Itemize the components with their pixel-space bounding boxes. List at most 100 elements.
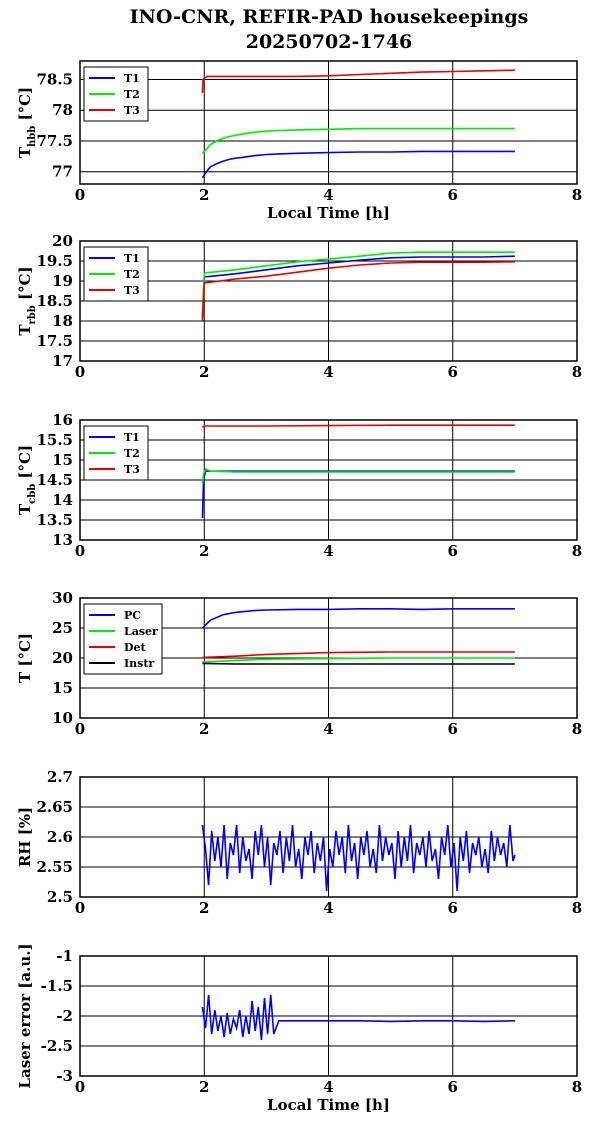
y-tick-label: 77 bbox=[52, 163, 73, 181]
x-tick-label: 8 bbox=[572, 186, 582, 204]
y-tick-label: -3 bbox=[56, 1067, 73, 1085]
plot-frame bbox=[79, 955, 578, 1077]
y-axis-label: RH [%] bbox=[16, 807, 34, 867]
chart-panel-6: 0 2 4 6 8 -3 -2.5 -2 -1.5 -1 Local Time [h] Laser e… bbox=[16, 943, 582, 1114]
legend: PC Laser Det Instr bbox=[83, 603, 163, 675]
legend: T1 T2 T3 bbox=[83, 246, 149, 302]
x-tick-label: 8 bbox=[572, 720, 582, 738]
plot-frame bbox=[79, 776, 578, 898]
y-tick-label: 19 bbox=[52, 272, 73, 290]
series-line-instr bbox=[202, 662, 515, 665]
x-tick-label: 2 bbox=[199, 1078, 209, 1096]
y-tick-label: 77.5 bbox=[36, 132, 73, 150]
x-tick-label: 8 bbox=[572, 363, 582, 381]
y-tick-label: 2.5 bbox=[47, 888, 73, 906]
legend-label: T1 bbox=[124, 431, 140, 444]
series-line-t3 bbox=[201, 69, 515, 94]
legend: T1 T2 T3 bbox=[83, 66, 149, 122]
x-tick-label: 2 bbox=[199, 899, 209, 917]
y-tick-label: 14.5 bbox=[36, 471, 73, 489]
y-tick-label: 15 bbox=[52, 679, 73, 697]
y-axis-label: T [°C] bbox=[16, 633, 34, 683]
y-tick-label: 2.65 bbox=[36, 798, 73, 816]
x-tick-label: 4 bbox=[323, 899, 333, 917]
y-tick-label: 17 bbox=[52, 352, 73, 370]
series-line-t3 bbox=[201, 424, 515, 428]
x-tick-label: 2 bbox=[199, 186, 209, 204]
x-tick-label: 0 bbox=[75, 542, 85, 560]
x-tick-label: 8 bbox=[572, 899, 582, 917]
x-tick-label: 6 bbox=[448, 542, 458, 560]
legend-label: Det bbox=[124, 641, 147, 654]
legend-label: PC bbox=[124, 609, 141, 622]
y-tick-label: 17.5 bbox=[36, 332, 73, 350]
y-tick-label: -1 bbox=[56, 947, 73, 965]
y-axis-label: Laser error [a.u.] bbox=[16, 943, 34, 1088]
y-tick-label: 30 bbox=[52, 589, 73, 607]
y-tick-label: 19.5 bbox=[36, 252, 73, 270]
y-tick-label: -2 bbox=[56, 1007, 73, 1025]
legend-label: T3 bbox=[124, 463, 140, 476]
series-line-pc bbox=[201, 607, 515, 629]
series-line-t2 bbox=[201, 467, 515, 485]
y-tick-label: 25 bbox=[52, 619, 73, 637]
y-tick-label: 20 bbox=[52, 232, 73, 250]
y-axis-label: Trbb [°C] bbox=[16, 266, 38, 335]
series-line-t3 bbox=[201, 261, 515, 322]
y-tick-label: 15.5 bbox=[36, 431, 73, 449]
legend-label: T1 bbox=[124, 252, 140, 265]
y-tick-label: 13 bbox=[52, 531, 73, 549]
plot-frame bbox=[79, 60, 578, 185]
series-line-laser bbox=[202, 657, 515, 663]
series-line-data bbox=[201, 824, 516, 892]
chart-panel-2: 0 2 4 6 8 17 17.5 18 18.5 19 19.5 20 Trbb [°C] T1 T2 T3 bbox=[16, 232, 582, 381]
y-tick-label: 15 bbox=[52, 451, 73, 469]
legend-label: T3 bbox=[124, 284, 140, 297]
legend-label: T1 bbox=[124, 72, 140, 85]
x-tick-label: 4 bbox=[323, 542, 333, 560]
y-tick-label: 18.5 bbox=[36, 292, 73, 310]
x-tick-label: 0 bbox=[75, 186, 85, 204]
chart-panel-3: 0 2 4 6 8 13 13.5 14 14.5 15 15.5 16 Tcbb [°C] T1 T2 T3 bbox=[16, 411, 582, 560]
chart-panel-4: 0 2 4 6 8 10 15 20 25 30 T [°C] PC Laser Det Instr bbox=[16, 589, 582, 738]
plot-frame bbox=[79, 419, 578, 541]
y-tick-label: 78.5 bbox=[36, 70, 73, 88]
x-tick-label: 6 bbox=[448, 186, 458, 204]
x-tick-label: 6 bbox=[448, 363, 458, 381]
y-axis-label: Thbb [°C] bbox=[16, 87, 38, 158]
y-tick-label: -1.5 bbox=[41, 977, 73, 995]
x-tick-label: 6 bbox=[448, 899, 458, 917]
plot-frame bbox=[79, 597, 578, 719]
x-tick-label: 2 bbox=[199, 363, 209, 381]
y-tick-label: 16 bbox=[52, 411, 73, 429]
y-tick-label: 20 bbox=[52, 649, 73, 667]
x-tick-label: 2 bbox=[199, 542, 209, 560]
y-tick-label: -2.5 bbox=[41, 1037, 73, 1055]
chart-panel-1: 0 2 4 6 8 77 77.5 78 78.5 Local Time [h] Thbb [°C]… bbox=[16, 60, 582, 222]
y-tick-label: 14 bbox=[52, 491, 73, 509]
legend-label: T2 bbox=[124, 268, 140, 281]
y-tick-label: 13.5 bbox=[36, 511, 73, 529]
series-line-data bbox=[201, 994, 515, 1041]
legend-label: Laser bbox=[124, 625, 158, 638]
y-tick-label: 2.55 bbox=[36, 858, 73, 876]
x-tick-label: 2 bbox=[199, 720, 209, 738]
x-tick-label: 0 bbox=[75, 899, 85, 917]
plot-frame bbox=[79, 240, 578, 362]
x-tick-label: 4 bbox=[323, 720, 333, 738]
figure-title-line1: INO-CNR, REFIR-PAD housekeepings bbox=[130, 6, 529, 28]
legend-label: T2 bbox=[124, 447, 140, 460]
x-tick-label: 0 bbox=[75, 720, 85, 738]
legend-label: T3 bbox=[124, 104, 140, 117]
series-line-t1 bbox=[201, 150, 515, 179]
x-tick-label: 8 bbox=[572, 542, 582, 560]
y-axis-label: Tcbb [°C] bbox=[16, 445, 38, 515]
y-tick-label: 2.6 bbox=[47, 828, 73, 846]
chart-panel-5: 0 2 4 6 8 2.5 2.55 2.6 2.65 2.7 RH [%] bbox=[16, 768, 582, 917]
figure-title-line2: 20250702-1746 bbox=[246, 31, 413, 53]
x-tick-label: 6 bbox=[448, 720, 458, 738]
y-tick-label: 2.7 bbox=[47, 768, 73, 786]
series-line-t1 bbox=[201, 255, 515, 318]
x-tick-label: 4 bbox=[323, 186, 333, 204]
